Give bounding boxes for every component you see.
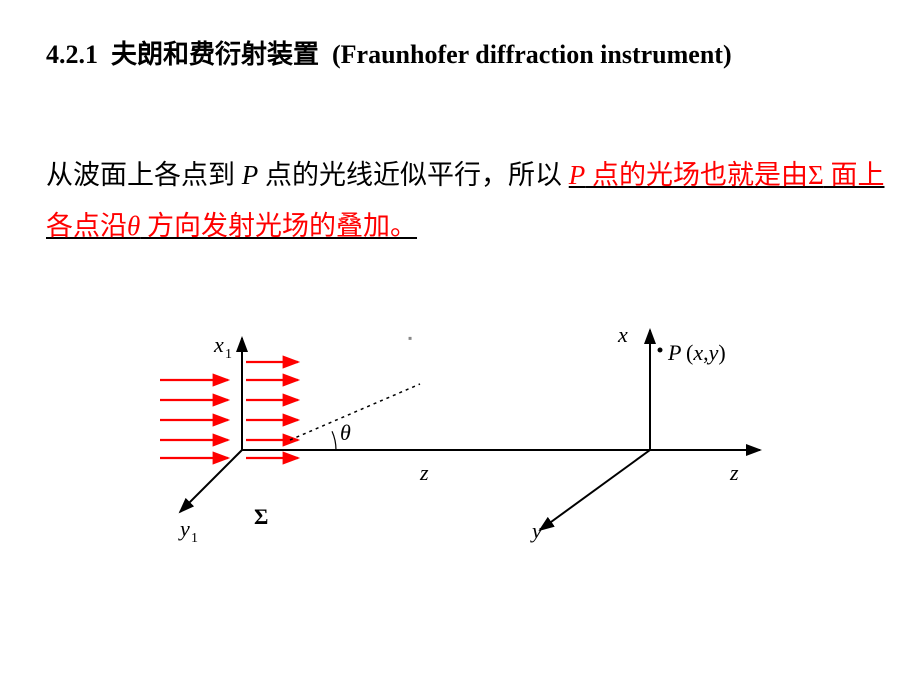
svg-text:y: y bbox=[178, 516, 190, 541]
svg-text:y: y bbox=[530, 518, 542, 543]
fraunhofer-diagram: x1y1ΣθzxyzP(x,y) bbox=[120, 320, 800, 580]
body-part2: 点的光线近似平行，所以 bbox=[258, 160, 562, 190]
section-title: 4.2.1 夫朗和费衍射装置 (Fraunhofer diffraction i… bbox=[46, 36, 886, 74]
title-cn: 夫朗和费衍射装置 bbox=[111, 40, 319, 69]
diagram-svg: x1y1ΣθzxyzP(x,y) bbox=[120, 320, 800, 580]
svg-text:z: z bbox=[419, 460, 429, 485]
body-text: 从波面上各点到 P 点的光线近似平行，所以 P 点的光场也就是由Σ 面上各点沿θ… bbox=[46, 150, 886, 253]
section-number: 4.2.1 bbox=[46, 40, 98, 69]
svg-text:(x,y): (x,y) bbox=[686, 340, 726, 365]
body-P2: P bbox=[569, 160, 586, 190]
body-theta: θ bbox=[127, 211, 140, 241]
svg-text:Σ: Σ bbox=[254, 504, 268, 529]
svg-text:1: 1 bbox=[191, 531, 198, 546]
slide: { "title": { "section_number": "4.2.1", … bbox=[0, 0, 920, 690]
svg-text:P: P bbox=[667, 340, 681, 365]
svg-text:x: x bbox=[617, 322, 628, 347]
body-sigma: Σ bbox=[808, 160, 824, 190]
body-part1: 从波面上各点到 bbox=[46, 160, 242, 190]
svg-text:θ: θ bbox=[340, 420, 351, 445]
svg-text:x: x bbox=[213, 332, 224, 357]
body-P1: P bbox=[242, 160, 259, 190]
svg-text:z: z bbox=[729, 460, 739, 485]
body-part5: 方向发射光场的叠加。 bbox=[140, 211, 417, 241]
body-part3: 点的光场也就是由 bbox=[585, 160, 808, 190]
svg-text:1: 1 bbox=[225, 347, 232, 362]
title-en: (Fraunhofer diffraction instrument) bbox=[332, 40, 732, 69]
